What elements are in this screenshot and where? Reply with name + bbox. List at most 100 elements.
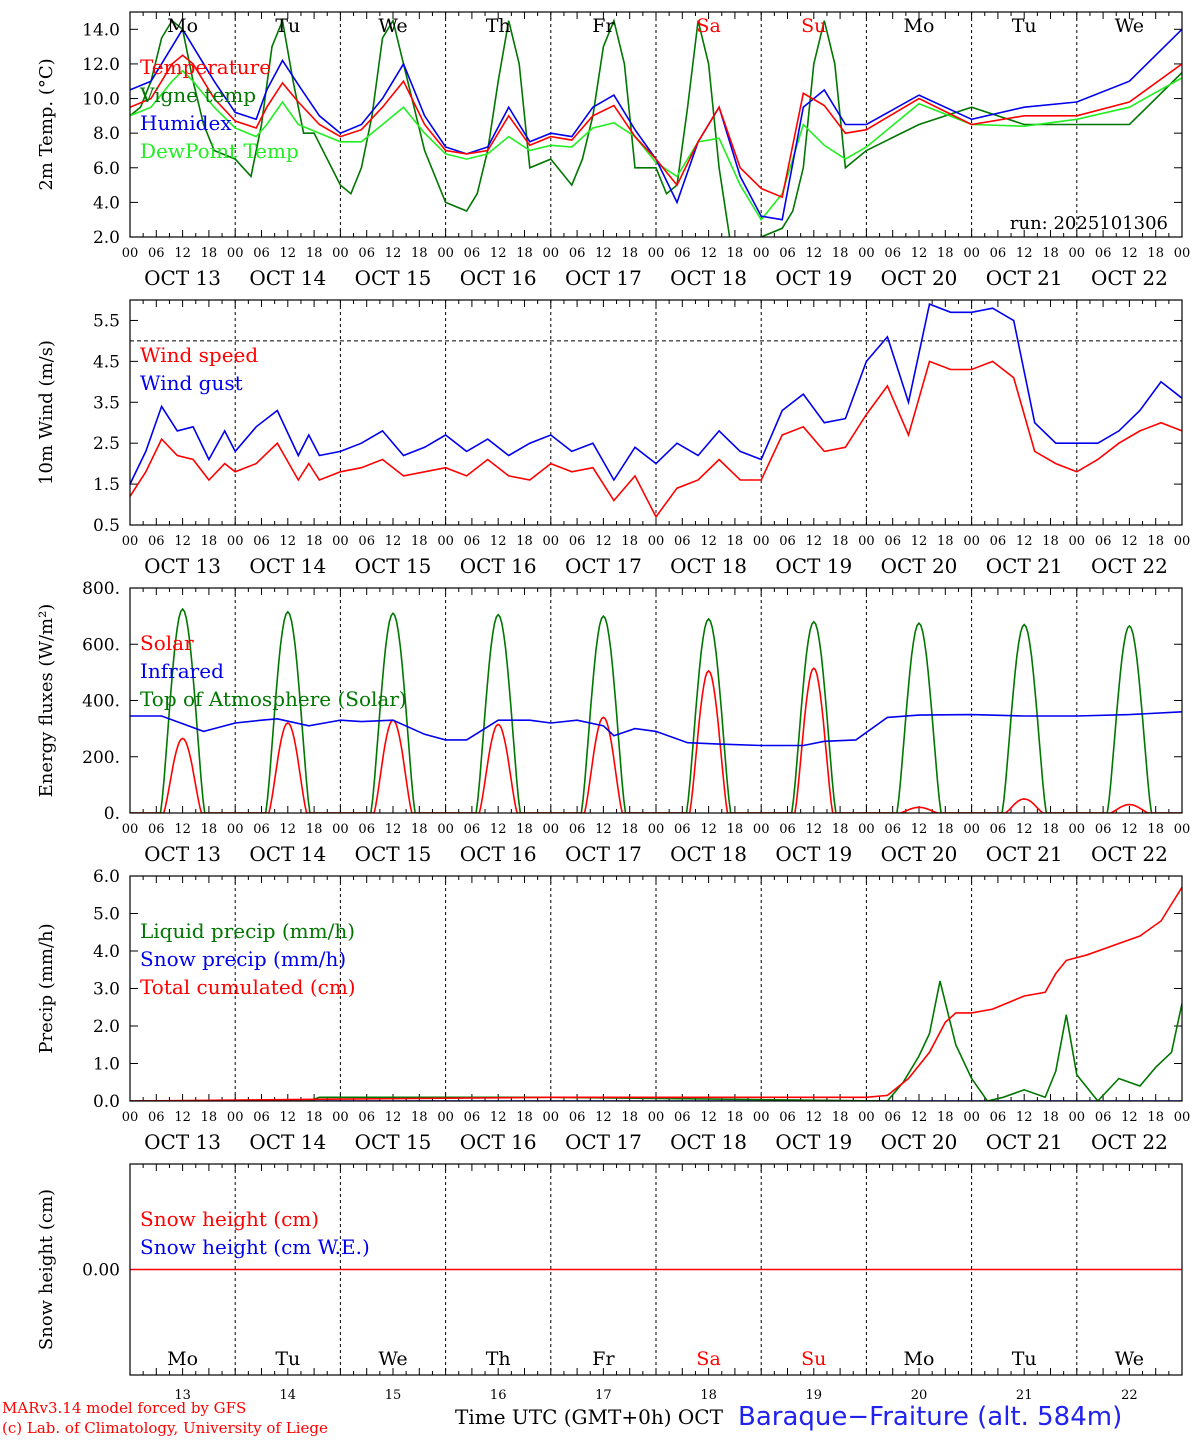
day-label: OCT 16 xyxy=(460,1130,537,1154)
day-label: OCT 18 xyxy=(670,1130,747,1154)
hour-tick-label: 18 xyxy=(937,1110,954,1125)
hour-tick-label: 18 xyxy=(832,1110,849,1125)
hour-tick-label: 00 xyxy=(227,246,244,261)
day-number-label: 20 xyxy=(911,1388,928,1403)
hour-tick-label: 06 xyxy=(358,534,375,549)
y-axis-label: Energy fluxes (W/m²) xyxy=(36,604,57,798)
legend-item: Wind gust xyxy=(140,371,243,395)
y-axis-label: Precip (mm/h) xyxy=(36,923,57,1053)
hour-tick-label: 18 xyxy=(1147,246,1164,261)
y-tick-label: 600. xyxy=(82,635,120,655)
weekday-label: Tu xyxy=(275,1348,300,1370)
hour-tick-label: 12 xyxy=(490,822,507,837)
hour-tick-label: 12 xyxy=(1121,246,1138,261)
y-tick-label: 0.5 xyxy=(93,516,120,536)
day-number-label: 14 xyxy=(280,1388,297,1403)
series-line xyxy=(130,980,1182,1101)
day-label: OCT 22 xyxy=(1091,554,1168,578)
hour-tick-label: 06 xyxy=(569,1110,586,1125)
day-label: OCT 21 xyxy=(986,842,1063,866)
legend-item: Snow height (cm) xyxy=(140,1207,319,1231)
hour-tick-label: 06 xyxy=(884,246,901,261)
hour-tick-label: 18 xyxy=(306,246,323,261)
hour-tick-label: 12 xyxy=(174,246,191,261)
day-label: OCT 14 xyxy=(249,266,326,290)
weekday-label: Th xyxy=(486,1348,511,1370)
hour-tick-label: 18 xyxy=(727,246,744,261)
hour-tick-label: 18 xyxy=(621,534,638,549)
hour-tick-label: 12 xyxy=(700,1110,717,1125)
legend-item: Temperature xyxy=(140,55,271,79)
panel-3: 0. 200. 400. 600. 800. Energy fluxes (W/m²) So… xyxy=(36,579,1190,866)
hour-tick-label: 12 xyxy=(385,822,402,837)
day-label: OCT 14 xyxy=(249,842,326,866)
weekday-label: We xyxy=(1115,15,1144,37)
hour-tick-label: 00 xyxy=(963,822,980,837)
series-line xyxy=(130,17,1182,237)
hour-tick-label: 18 xyxy=(306,534,323,549)
series-line xyxy=(130,711,1182,747)
hour-tick-label: 06 xyxy=(779,1110,796,1125)
hour-tick-label: 18 xyxy=(937,534,954,549)
hour-tick-label: 18 xyxy=(621,246,638,261)
y-tick-label: 5.5 xyxy=(93,311,120,331)
hour-tick-label: 00 xyxy=(437,246,454,261)
hour-tick-label: 12 xyxy=(911,822,928,837)
hour-tick-label: 18 xyxy=(1042,1110,1059,1125)
weekday-label: We xyxy=(1115,1348,1144,1370)
y-tick-label: 3.0 xyxy=(93,980,120,1000)
day-number-label: 15 xyxy=(385,1388,402,1403)
copyright-credit: (c) Lab. of Climatology, University of L… xyxy=(2,1419,328,1437)
hour-tick-label: 06 xyxy=(569,246,586,261)
series-line xyxy=(130,667,1182,813)
y-tick-label: 0. xyxy=(104,804,120,824)
hour-tick-label: 00 xyxy=(122,246,139,261)
day-label: OCT 17 xyxy=(565,266,642,290)
hour-tick-label: 00 xyxy=(858,822,875,837)
hour-tick-label: 12 xyxy=(806,534,823,549)
hour-tick-label: 18 xyxy=(516,246,533,261)
hour-tick-label: 12 xyxy=(595,246,612,261)
hour-tick-label: 18 xyxy=(201,1110,218,1125)
panel-5: 0.00 Snow height (cm) Snow height (cm) Snow… xyxy=(36,1163,1183,1403)
hour-tick-label: 18 xyxy=(937,822,954,837)
hour-tick-label: 06 xyxy=(358,246,375,261)
hour-tick-label: 12 xyxy=(911,1110,928,1125)
hour-tick-label: 06 xyxy=(674,246,691,261)
panel-frame xyxy=(129,875,1183,1102)
day-label: OCT 20 xyxy=(881,842,958,866)
hour-tick-label: 06 xyxy=(990,822,1007,837)
hour-tick-label: 12 xyxy=(1016,822,1033,837)
hour-tick-label: 00 xyxy=(1069,534,1086,549)
y-tick-label: 2.5 xyxy=(93,434,120,454)
hour-tick-label: 12 xyxy=(490,246,507,261)
day-label: OCT 15 xyxy=(355,554,432,578)
hour-tick-label: 18 xyxy=(1147,1110,1164,1125)
hour-tick-label: 06 xyxy=(674,534,691,549)
hour-tick-label: 12 xyxy=(595,1110,612,1125)
hour-tick-label: 06 xyxy=(464,246,481,261)
hour-tick-label: 00 xyxy=(753,1110,770,1125)
series-group xyxy=(130,17,1182,237)
hour-tick-label: 06 xyxy=(358,1110,375,1125)
hour-tick-label: 12 xyxy=(911,534,928,549)
hour-tick-label: 06 xyxy=(779,534,796,549)
hour-tick-label: 18 xyxy=(411,534,428,549)
hour-tick-label: 06 xyxy=(674,822,691,837)
series-line xyxy=(130,27,1182,221)
y-tick-label: 4.0 xyxy=(93,193,120,213)
y-tick-label: 3.5 xyxy=(93,393,120,413)
hour-tick-label: 18 xyxy=(201,246,218,261)
y-tick-label: 5.0 xyxy=(93,905,120,925)
hour-tick-label: 18 xyxy=(832,246,849,261)
hour-tick-label: 12 xyxy=(174,1110,191,1125)
weekday-label: Mo xyxy=(904,1348,935,1370)
day-number-label: 18 xyxy=(700,1388,717,1403)
hour-tick-label: 00 xyxy=(227,822,244,837)
hour-tick-label: 12 xyxy=(174,822,191,837)
hour-tick-label: 12 xyxy=(385,534,402,549)
hour-tick-label: 18 xyxy=(1042,534,1059,549)
y-tick-label: 0.00 xyxy=(82,1261,120,1281)
weekday-label: Mo xyxy=(167,15,198,37)
hour-tick-label: 18 xyxy=(201,822,218,837)
